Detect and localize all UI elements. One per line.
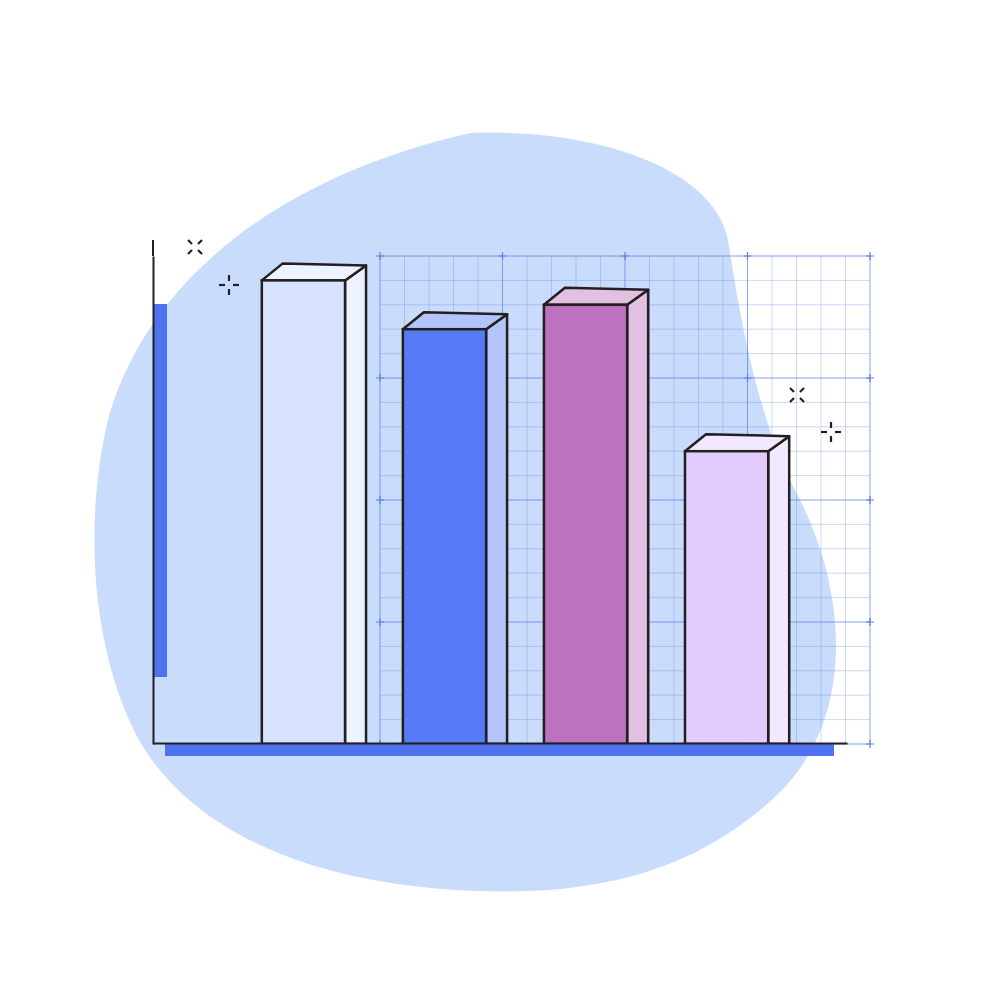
sparkle bbox=[790, 388, 804, 402]
sparkle-stroke bbox=[198, 250, 202, 254]
grid-cross bbox=[499, 252, 507, 260]
y-axis-extension bbox=[152, 240, 154, 256]
grid-cross bbox=[866, 374, 874, 382]
grid-cross bbox=[376, 252, 384, 260]
bar-side bbox=[345, 265, 366, 744]
sparkle-stroke bbox=[830, 422, 832, 428]
bar-top bbox=[544, 288, 648, 305]
y-axis bbox=[153, 257, 155, 745]
grid bbox=[376, 252, 874, 748]
x-axis bbox=[154, 743, 848, 745]
grid-cross bbox=[621, 252, 629, 260]
grid-cross bbox=[866, 740, 874, 748]
bar-side bbox=[768, 436, 789, 744]
bar bbox=[544, 305, 627, 744]
grid-cross bbox=[866, 496, 874, 504]
bar-side bbox=[486, 314, 507, 744]
bar bbox=[685, 451, 768, 744]
sparkle-stroke bbox=[821, 431, 827, 433]
sparkle-stroke bbox=[198, 240, 202, 244]
bar-top bbox=[262, 263, 366, 280]
bar bbox=[262, 280, 345, 744]
sparkle-stroke bbox=[219, 284, 225, 286]
sparkle-stroke bbox=[188, 250, 192, 254]
bars bbox=[262, 263, 789, 744]
sparkle-stroke bbox=[835, 431, 841, 433]
sparkle-stroke bbox=[188, 240, 192, 244]
y-axis-line bbox=[153, 257, 155, 745]
grid-cross bbox=[376, 496, 384, 504]
bar bbox=[403, 329, 486, 744]
chart bbox=[0, 0, 1000, 1000]
sparkle-stroke bbox=[790, 388, 794, 392]
base-accent bbox=[165, 744, 834, 756]
bar-top bbox=[685, 434, 789, 451]
bar-side bbox=[627, 290, 648, 744]
sparkle bbox=[188, 240, 202, 254]
grid-cross bbox=[376, 374, 384, 382]
grid-cross bbox=[866, 618, 874, 626]
x-axis-line bbox=[154, 743, 848, 745]
sparkle-stroke bbox=[228, 275, 230, 281]
sparkle bbox=[821, 422, 841, 442]
bar-3d bbox=[262, 263, 366, 744]
grid-cross bbox=[744, 252, 752, 260]
sparkle-stroke bbox=[228, 289, 230, 295]
sparkle-stroke bbox=[233, 284, 239, 286]
bar-top bbox=[403, 312, 507, 329]
bar-3d bbox=[544, 288, 648, 744]
grid-cross bbox=[376, 618, 384, 626]
grid-cross bbox=[744, 374, 752, 382]
sparkle-stroke bbox=[800, 388, 804, 392]
sparkle-stroke bbox=[790, 398, 794, 402]
bar-3d bbox=[685, 434, 789, 744]
bar-3d bbox=[403, 312, 507, 744]
grid-cross bbox=[866, 252, 874, 260]
sparkle-stroke bbox=[800, 398, 804, 402]
background-blob bbox=[94, 133, 836, 892]
sparkle bbox=[219, 275, 239, 295]
sparkle-stroke bbox=[830, 436, 832, 442]
axis-accent bbox=[154, 304, 167, 677]
